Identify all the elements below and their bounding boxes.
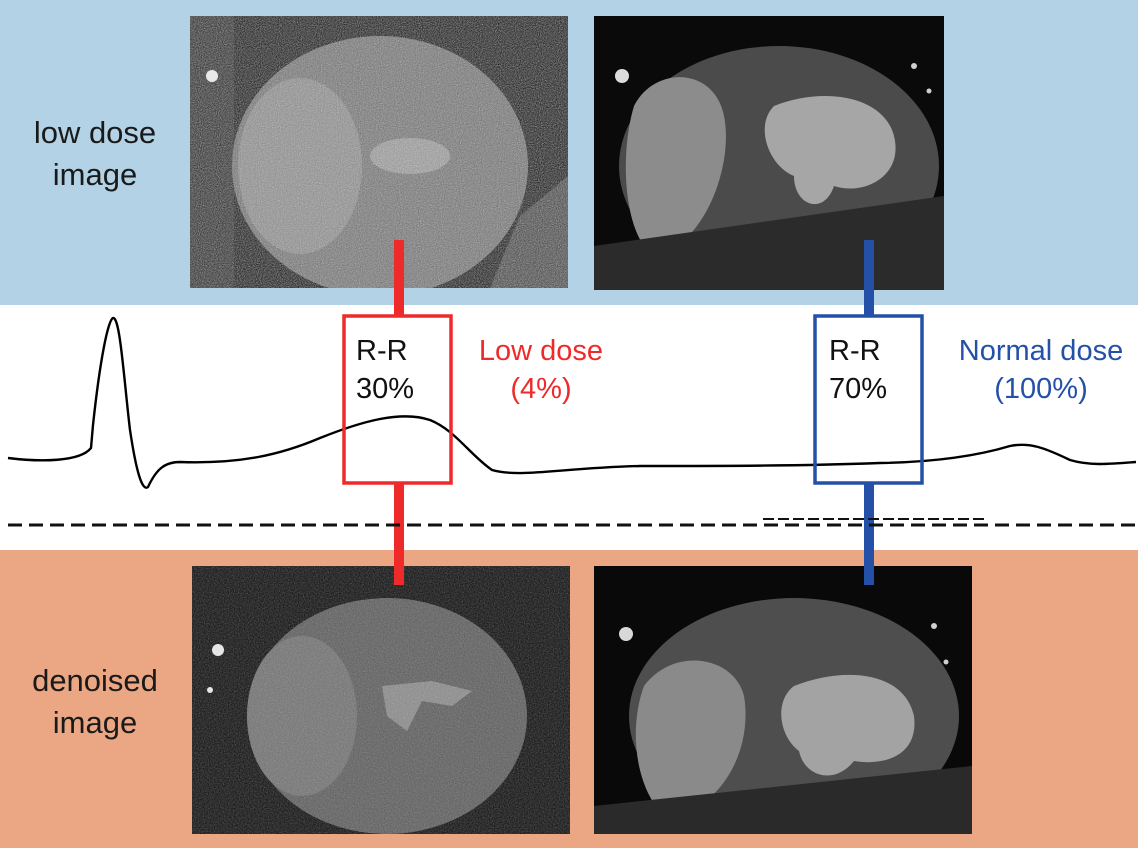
low-dose-label: Low dose (4%) [478,335,604,405]
low-dose-rr-label: R-R 30% [356,335,415,405]
denoised-scan-30 [192,566,570,834]
denoised-scan-70 [594,566,972,834]
normal-dose-scan-70 [594,16,944,290]
normal-dose-label: Normal dose (100%) [958,335,1124,405]
low-dose-band [0,0,1138,305]
denoised-row-label: denoised image [32,663,158,740]
normal-dose-rr-label: R-R 70% [829,335,888,405]
low-dose-scan-30 [190,16,568,288]
low-dose-row-label: low dose image [33,115,157,192]
